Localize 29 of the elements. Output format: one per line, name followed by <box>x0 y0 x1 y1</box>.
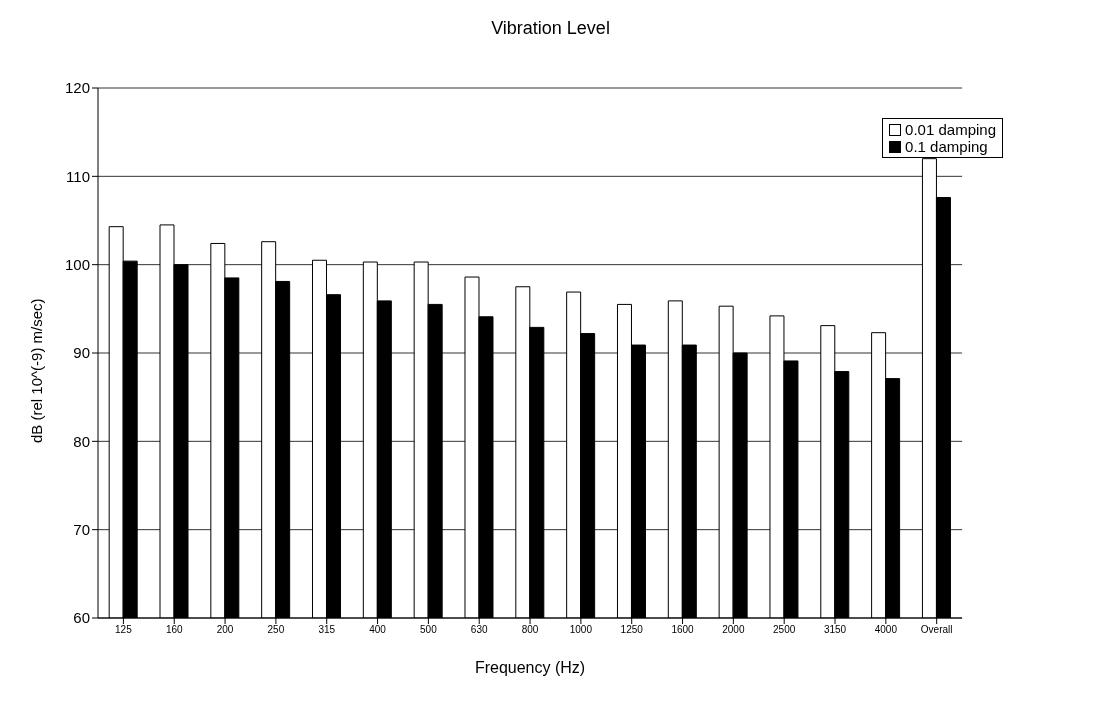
x-tick-label: 1250 <box>620 624 644 636</box>
x-tick-label: 1600 <box>671 624 695 636</box>
y-tick-label: 60 <box>73 609 90 627</box>
x-tick-label: 2500 <box>773 624 796 636</box>
x-tick-label: Overall <box>920 624 953 636</box>
x-tick-label: 250 <box>267 624 285 636</box>
x-tick-label: 500 <box>420 624 438 636</box>
x-tick-label: 2000 <box>722 624 745 636</box>
y-tick-label: 90 <box>73 344 90 362</box>
y-tick-label: 100 <box>64 255 90 273</box>
x-tick-label: 160 <box>165 624 184 636</box>
legend-label: 0.1 damping <box>905 138 988 155</box>
x-tick-label: 400 <box>369 624 387 636</box>
x-tick-label: 200 <box>216 624 234 636</box>
x-tick-label: 1000 <box>569 624 593 636</box>
x-axis-title: Frequency (Hz) <box>474 659 586 676</box>
x-tick-label: 125 <box>115 624 133 636</box>
y-tick-label: 80 <box>73 432 90 450</box>
x-tick-label: 4000 <box>874 624 898 636</box>
y-axis-title: dB (rel 10^(-9) m/sec) <box>28 298 46 443</box>
y-tick-label: 110 <box>66 167 90 185</box>
chart-title: Vibration Level <box>490 18 611 40</box>
y-tick-label: 70 <box>73 520 90 538</box>
x-tick-label: 315 <box>318 624 336 636</box>
legend-label: 0.01 damping <box>905 121 996 138</box>
y-tick-label: 120 <box>64 79 90 97</box>
x-tick-label: 3150 <box>823 624 847 636</box>
x-tick-label: 800 <box>521 624 539 636</box>
x-tick-label: 630 <box>470 624 488 636</box>
